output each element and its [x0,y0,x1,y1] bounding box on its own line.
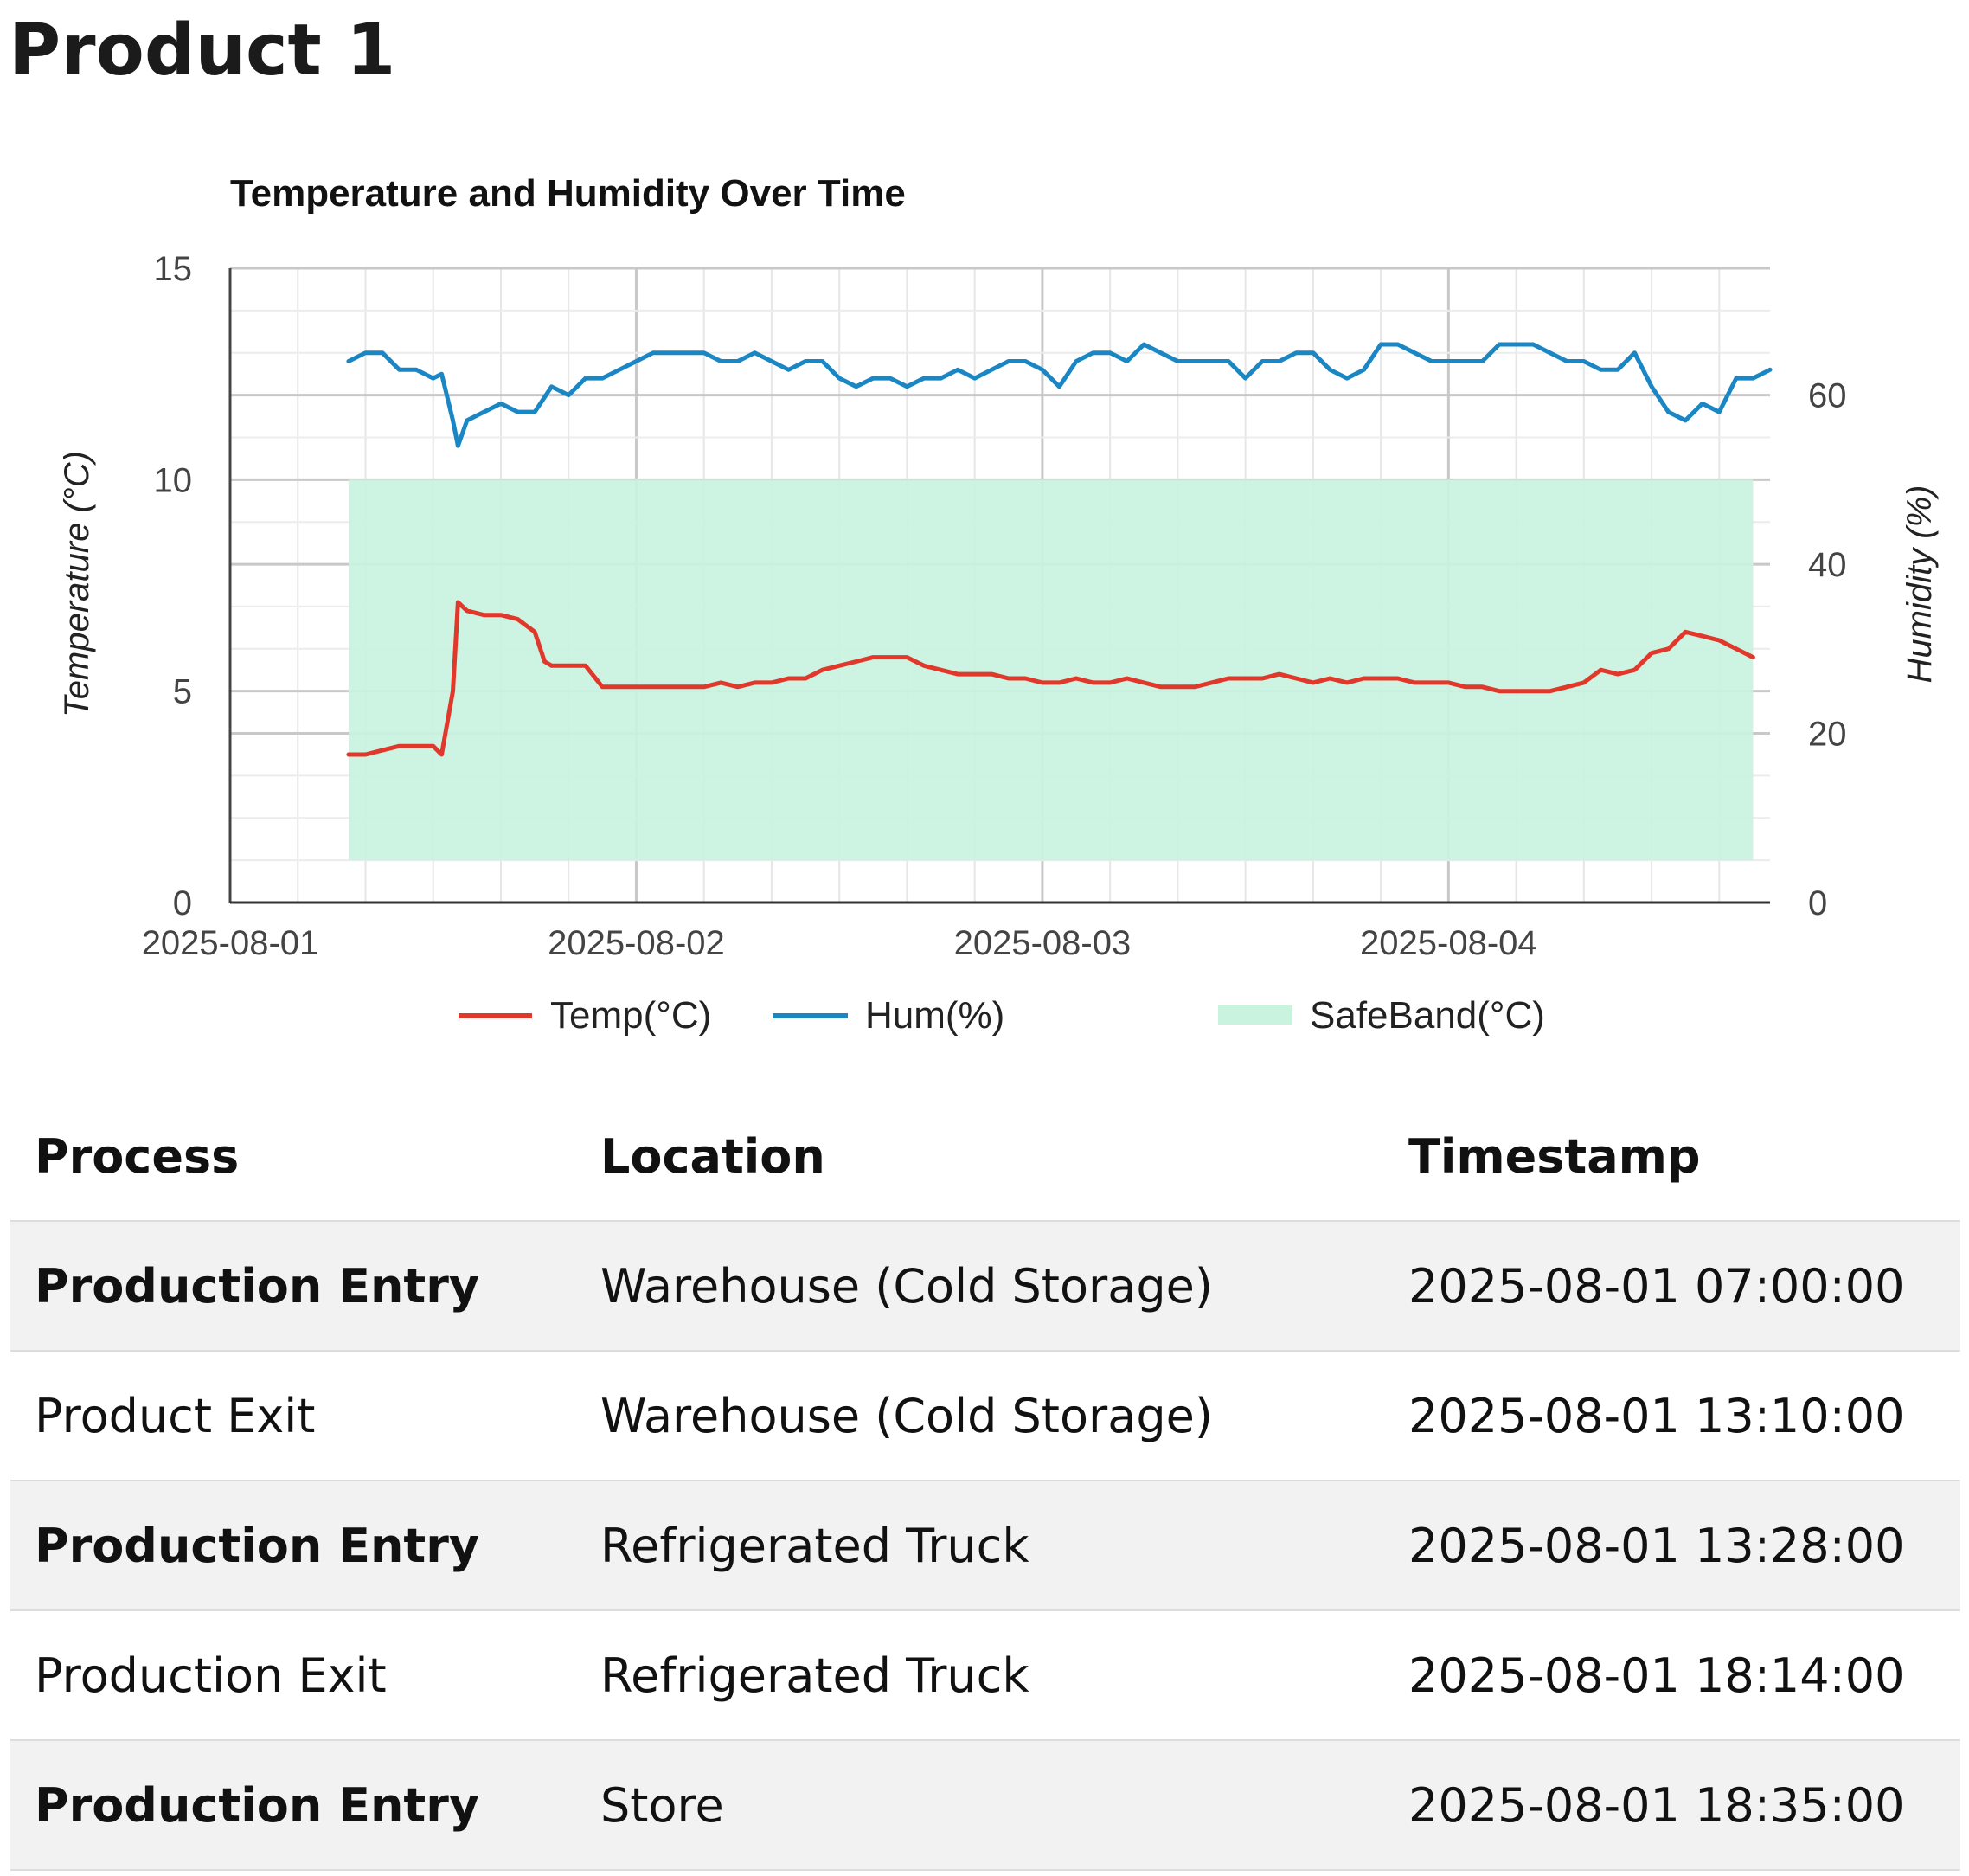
humidity-series-line [346,342,1773,448]
cell-location: Warehouse (Cold Storage) [576,1351,1384,1481]
header-process: Process [10,1092,576,1222]
table-row: Production Entry Store 2025-08-01 18:35:00 [10,1740,1960,1871]
chart-legend: Temp(°C) Hum(%) SafeBand(°C) [459,994,1545,1037]
header-timestamp: Timestamp [1384,1092,1960,1222]
header-location: Location [576,1092,1384,1222]
legend-hum-label: Hum(%) [865,994,1004,1037]
y-right-tick-label: 0 [1808,884,1827,922]
cell-timestamp: 2025-08-01 07:00:00 [1384,1221,1960,1352]
x-tick-label: 2025-08-01 [142,924,319,962]
table-body: Production Entry Warehouse (Cold Storage)… [10,1221,1960,1871]
cell-timestamp: 2025-08-01 13:28:00 [1384,1481,1960,1611]
cell-location: Refrigerated Truck [576,1610,1384,1741]
chart-axes: 0 5 10 15 0 20 40 60 2025-08-01 2025-08-02 2025-08… [142,250,1847,962]
y-left-tick-label: 10 [154,461,193,499]
y-right-tick-label: 20 [1808,716,1847,754]
cell-location: Refrigerated Truck [576,1481,1384,1611]
table-header-row: Process Location Timestamp [10,1092,1960,1222]
temperature-series-line [346,600,1755,757]
x-tick-label: 2025-08-03 [954,924,1132,962]
y-right-tick-label: 40 [1808,546,1847,584]
cell-timestamp: 2025-08-01 18:35:00 [1384,1740,1960,1871]
page-title: Product 1 [9,10,396,92]
chart-svg: Temperature and Humidity Over Time 0 5 10 1… [58,172,1939,1037]
chart-series [346,342,1773,757]
cell-process: Production Entry [10,1481,576,1611]
cell-location: Warehouse (Cold Storage) [576,1221,1384,1352]
events-table: Process Location Timestamp Production En… [10,1092,1960,1871]
table-row: Production Entry Refrigerated Truck 2025-0… [10,1481,1960,1611]
y-left-tick-label: 15 [154,250,193,288]
chart-title: Temperature and Humidity Over Time [230,172,906,215]
x-tick-label: 2025-08-04 [1360,924,1537,962]
legend-temp-label: Temp(°C) [550,994,711,1037]
y-left-tick-label: 0 [173,884,192,922]
legend-safeband-swatch [1218,1005,1292,1025]
cell-timestamp: 2025-08-01 13:10:00 [1384,1351,1960,1481]
cell-location: Store [576,1740,1384,1871]
cell-timestamp: 2025-08-01 18:14:00 [1384,1610,1960,1741]
y-right-axis-title: Humidity (%) [1901,485,1939,684]
y-right-tick-label: 60 [1808,377,1847,415]
legend-safeband-label: SafeBand(°C) [1310,994,1545,1037]
y-left-axis-title: Temperature (°C) [58,451,96,717]
cell-process: Production Entry [10,1221,576,1352]
cell-process: Product Exit [10,1351,576,1481]
cell-process: Production Entry [10,1740,576,1871]
table-row: Production Entry Warehouse (Cold Storage)… [10,1221,1960,1352]
x-tick-label: 2025-08-02 [548,924,725,962]
cell-process: Production Exit [10,1610,576,1741]
temperature-humidity-chart: Temperature and Humidity Over Time 0 5 10 1… [0,164,1969,1082]
y-left-tick-label: 5 [173,673,192,711]
table-row: Product Exit Warehouse (Cold Storage) 2025… [10,1351,1960,1481]
table-row: Production Exit Refrigerated Truck 2025-08… [10,1610,1960,1741]
safe-band [348,479,1754,861]
safe-band-area [348,479,1754,861]
